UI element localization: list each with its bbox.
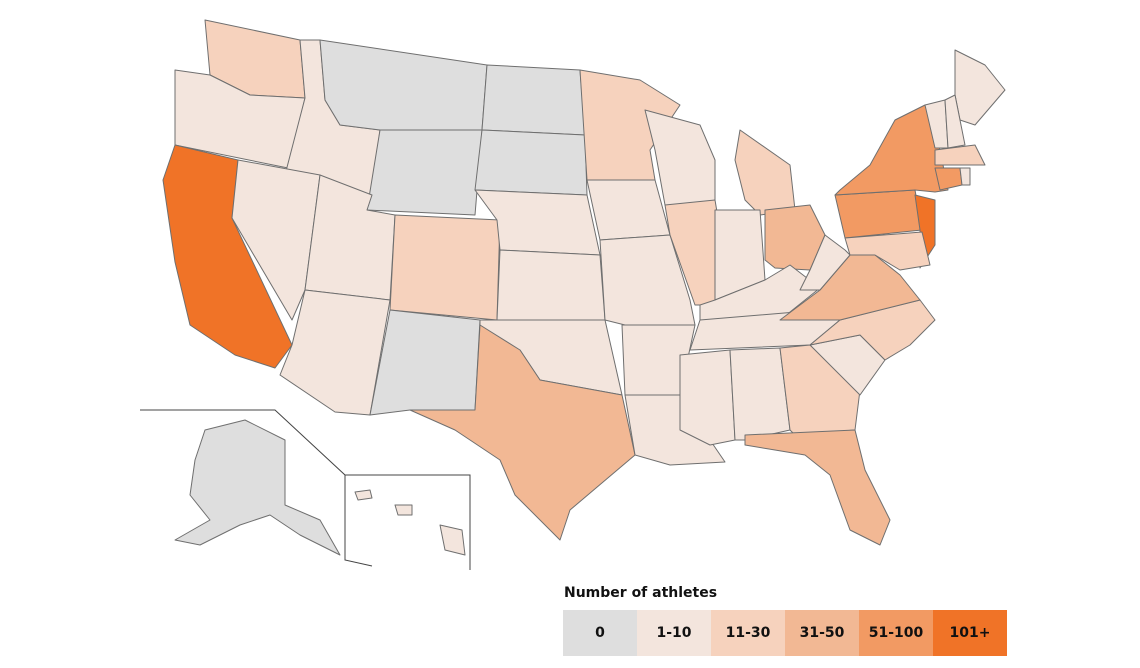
state xyxy=(844,231,931,271)
legend-label: 11-30 xyxy=(726,625,771,641)
state xyxy=(174,419,341,556)
legend-swatch xyxy=(859,610,933,656)
legend-swatch xyxy=(637,610,711,656)
state xyxy=(439,524,466,556)
legend-swatch xyxy=(563,610,637,656)
legend-swatch xyxy=(785,610,859,656)
state xyxy=(944,94,966,149)
state xyxy=(354,489,373,501)
inset-border xyxy=(345,474,471,570)
state xyxy=(481,64,586,136)
legend-label: 31-50 xyxy=(800,625,845,641)
state xyxy=(744,429,891,546)
legend-label: 0 xyxy=(595,625,605,641)
state xyxy=(729,347,791,441)
legend: 0 1-10 11-30 31-50 51-100 101+ xyxy=(563,610,1007,656)
legend-label: 1-10 xyxy=(656,625,691,641)
state xyxy=(231,159,321,321)
state xyxy=(934,144,986,166)
state xyxy=(586,179,671,241)
legend-label: 51-100 xyxy=(869,625,924,641)
state xyxy=(394,504,413,516)
state xyxy=(389,214,501,321)
state xyxy=(369,309,481,416)
legend-label: 101+ xyxy=(950,625,991,641)
state xyxy=(679,349,736,446)
legend-title: Number of athletes xyxy=(564,585,717,601)
state xyxy=(409,324,636,541)
state xyxy=(319,39,488,131)
state xyxy=(954,49,1006,126)
state xyxy=(366,129,483,216)
state xyxy=(834,189,923,239)
state xyxy=(279,289,391,416)
state xyxy=(734,129,796,216)
state xyxy=(496,249,606,321)
legend-swatch xyxy=(933,610,1007,656)
state xyxy=(934,167,963,191)
state xyxy=(959,167,971,186)
legend-swatch xyxy=(711,610,785,656)
states xyxy=(162,19,1006,556)
state xyxy=(474,129,588,196)
